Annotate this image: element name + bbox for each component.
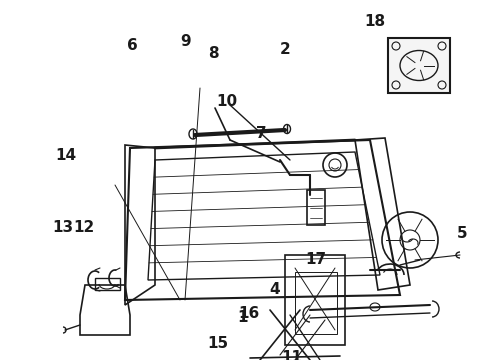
Text: 11: 11	[281, 350, 302, 360]
Text: 15: 15	[207, 336, 228, 351]
Text: 18: 18	[365, 14, 386, 30]
Text: 6: 6	[126, 39, 137, 54]
Bar	[285, 255, 345, 345]
Text: 12: 12	[74, 220, 95, 235]
Bar	[95, 278, 120, 290]
Text: 5: 5	[457, 226, 467, 242]
Text: 1: 1	[238, 310, 248, 325]
Text: 9: 9	[181, 33, 191, 49]
Bar	[388, 38, 450, 93]
Text: 17: 17	[305, 252, 326, 267]
Bar	[295, 272, 337, 334]
Text: 14: 14	[55, 148, 76, 163]
Bar	[307, 190, 325, 225]
Text: 13: 13	[52, 220, 74, 235]
Text: 4: 4	[270, 282, 280, 297]
Text: 16: 16	[238, 306, 260, 320]
Text: 2: 2	[280, 41, 291, 57]
Text: 7: 7	[256, 126, 266, 140]
Text: 10: 10	[217, 94, 238, 109]
Text: 8: 8	[208, 45, 219, 60]
